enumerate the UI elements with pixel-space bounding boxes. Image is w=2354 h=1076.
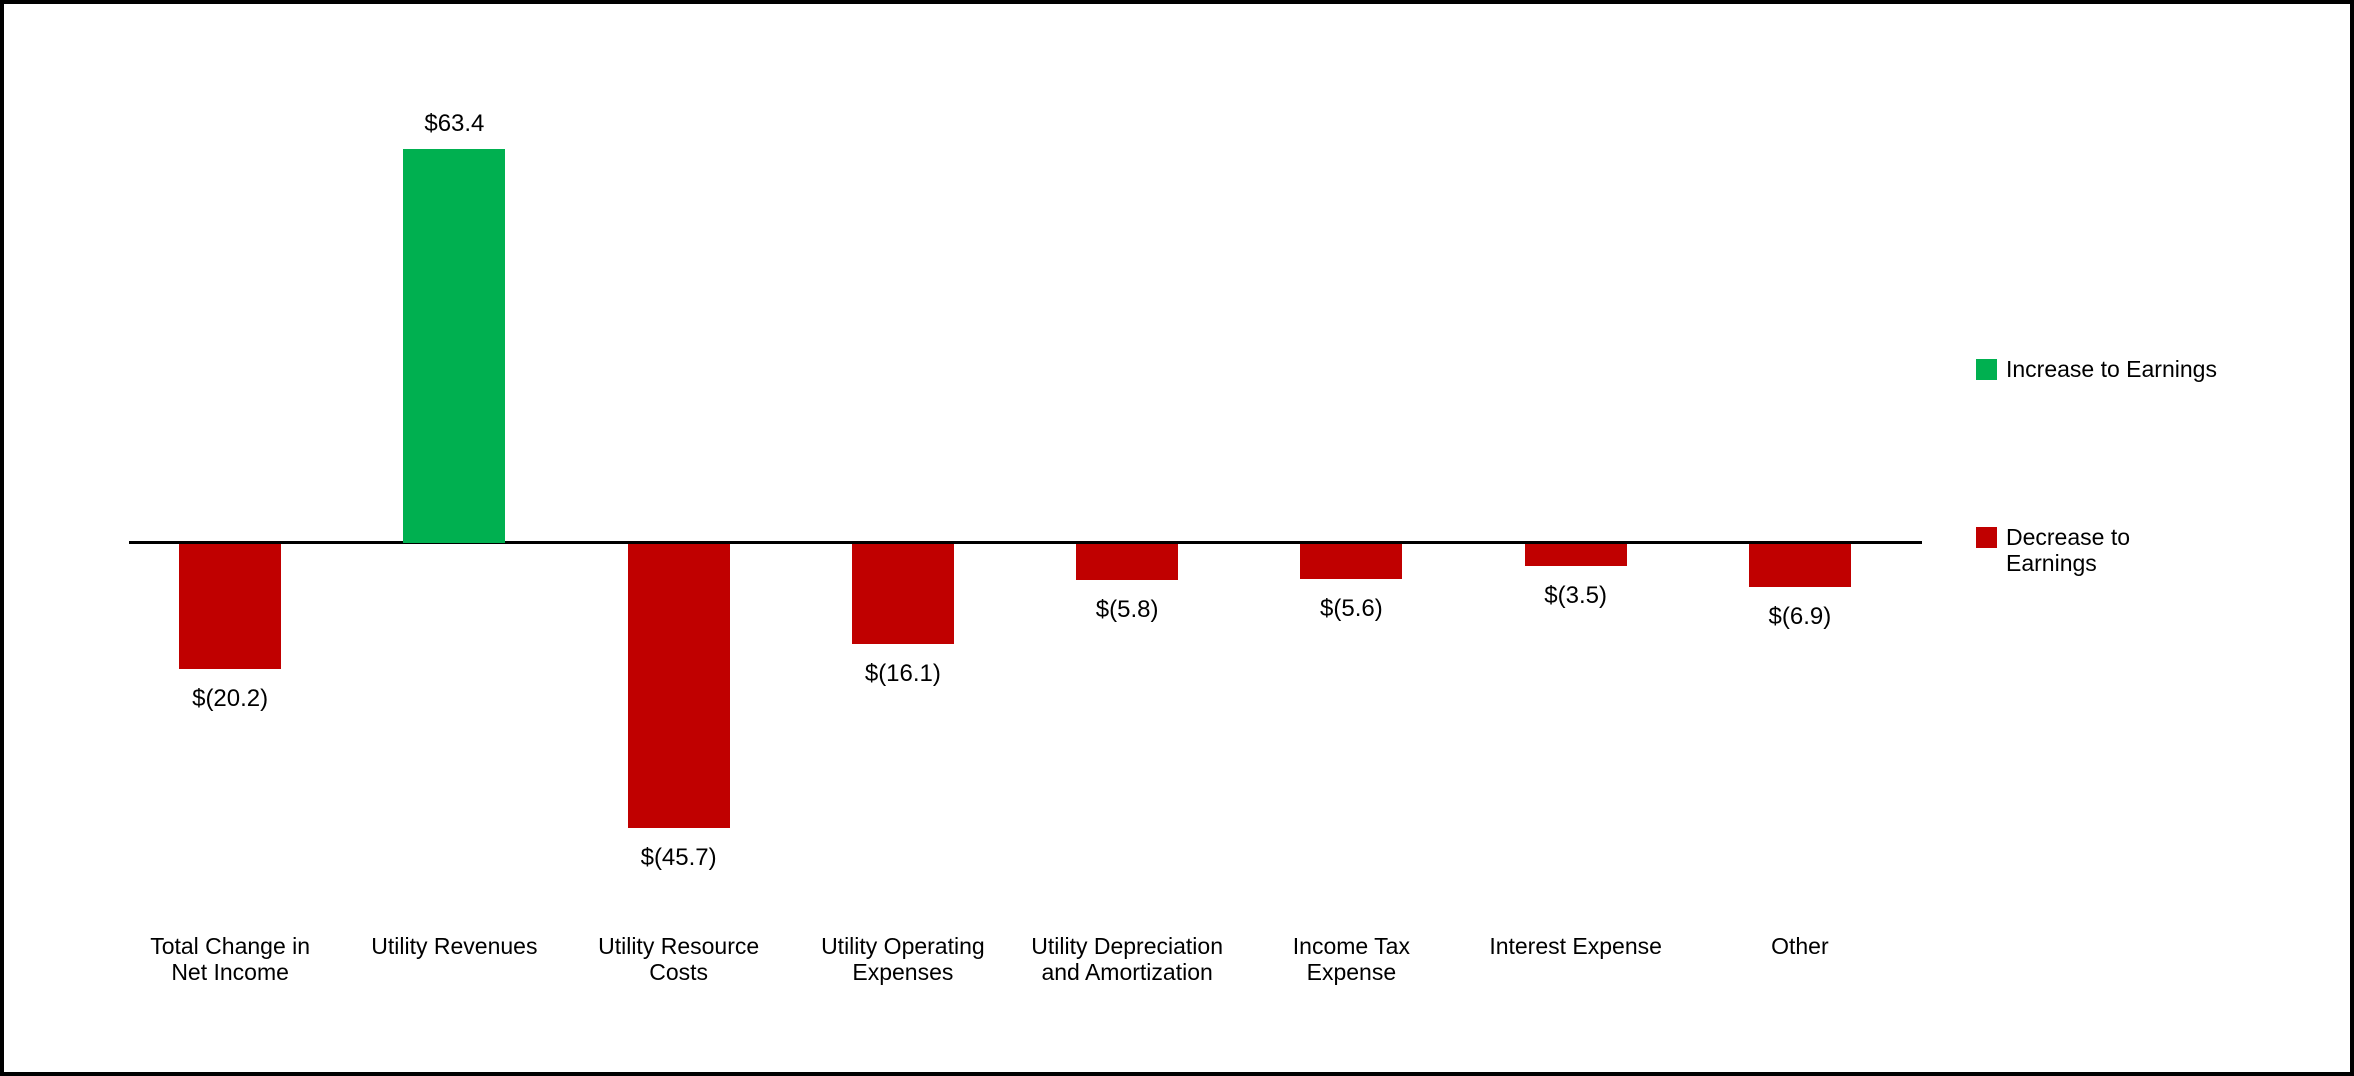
category-label-utility-revenues: Utility Revenues xyxy=(371,933,538,959)
bar-utility-operating-expenses xyxy=(851,544,954,644)
bar-income-tax-expense xyxy=(1300,544,1403,579)
category-label-utility-operating-expenses: Utility Operating Expenses xyxy=(821,933,985,985)
legend-item-increase: Increase to Earnings xyxy=(1976,356,2266,382)
value-label-total-change-in-net-income: $(20.2) xyxy=(192,685,269,713)
bar-total-change-in-net-income xyxy=(179,544,282,670)
slot-income-tax-expense: $(5.6) Income Tax Expense xyxy=(1239,4,1463,1072)
slot-interest-expense: $(3.5) Interest Expense xyxy=(1464,4,1688,1072)
plot-area: $(20.2) Total Change in Net Income $63.4 Ut… xyxy=(4,4,2350,1072)
value-label-utility-depreciation-and-amortization: $(5.8) xyxy=(1095,596,1159,624)
slot-utility-operating-expenses: $(16.1) Utility Operating Expenses xyxy=(791,4,1015,1072)
slot-utility-resource-costs: $(45.7) Utility Resource Costs xyxy=(567,4,791,1072)
value-label-utility-revenues: $63.4 xyxy=(424,110,485,138)
category-label-income-tax-expense: Income Tax Expense xyxy=(1292,933,1410,985)
x-axis-line xyxy=(129,541,1922,544)
category-label-utility-depreciation-and-amortization: Utility Depreciation and Amortization xyxy=(1031,933,1223,985)
category-label-interest-expense: Interest Expense xyxy=(1489,933,1662,959)
slot-utility-revenues: $63.4 Utility Revenues xyxy=(342,4,566,1072)
value-label-income-tax-expense: $(5.6) xyxy=(1320,594,1383,622)
slot-other: $(6.9) Other xyxy=(1688,4,1912,1072)
value-label-utility-resource-costs: $(45.7) xyxy=(640,843,717,871)
category-label-utility-resource-costs: Utility Resource Costs xyxy=(598,933,760,985)
value-label-utility-operating-expenses: $(16.1) xyxy=(864,659,941,687)
value-label-other: $(6.9) xyxy=(1768,602,1832,630)
legend-swatch-decrease-icon xyxy=(1976,527,1997,548)
category-label-other: Other xyxy=(1771,933,1829,959)
legend-label-increase: Increase to Earnings xyxy=(2006,356,2217,382)
bar-utility-revenues xyxy=(403,149,506,543)
bar-interest-expense xyxy=(1524,544,1627,566)
legend-label-decrease: Decrease to Earnings xyxy=(2006,524,2131,577)
slot-total-change-in-net-income: $(20.2) Total Change in Net Income xyxy=(118,4,342,1072)
slot-utility-depreciation-and-amortization: $(5.8) Utility Depreciation and Amortizat… xyxy=(1015,4,1239,1072)
bar-utility-resource-costs xyxy=(627,544,730,828)
bar-utility-depreciation-and-amortization xyxy=(1076,544,1179,581)
legend-item-decrease: Decrease to Earnings xyxy=(1976,524,2130,577)
bar-other xyxy=(1748,544,1851,587)
value-label-interest-expense: $(3.5) xyxy=(1544,581,1607,609)
category-label-total-change-in-net-income: Total Change in Net Income xyxy=(150,933,311,985)
legend-swatch-increase-icon xyxy=(1976,359,1997,380)
